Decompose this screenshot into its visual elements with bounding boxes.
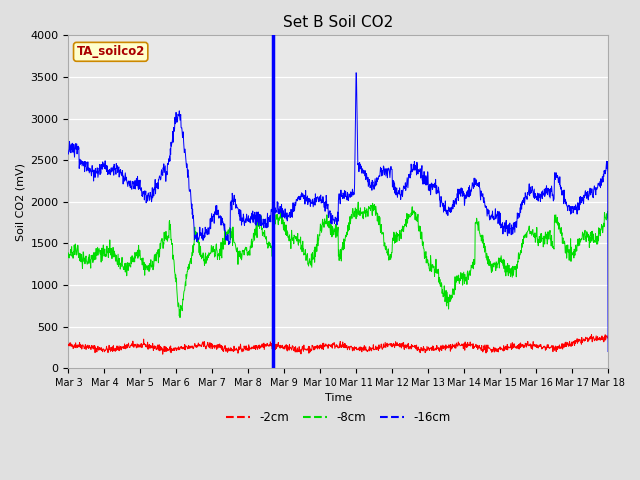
Title: Set B Soil CO2: Set B Soil CO2 — [283, 15, 394, 30]
X-axis label: Time: Time — [324, 394, 352, 404]
Legend: -2cm, -8cm, -16cm: -2cm, -8cm, -16cm — [221, 407, 455, 429]
Y-axis label: Soil CO2 (mV): Soil CO2 (mV) — [15, 163, 25, 241]
Text: TA_soilco2: TA_soilco2 — [77, 45, 145, 58]
